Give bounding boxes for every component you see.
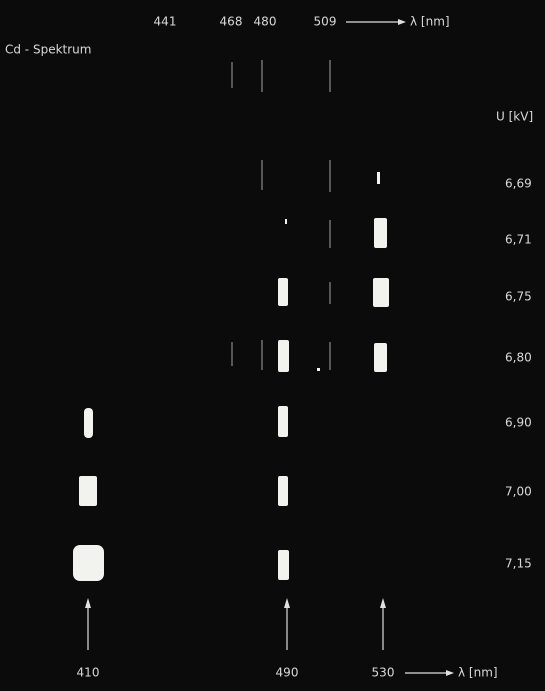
top-wavelength: 509 xyxy=(314,15,337,29)
voltage-value: 6,71 xyxy=(505,233,532,247)
top-wavelength: 441 xyxy=(154,15,177,29)
background xyxy=(0,0,545,691)
voltage-value: 6,80 xyxy=(505,351,532,365)
voltage-value: 6,69 xyxy=(505,177,532,191)
reference-label: Cd - Spektrum xyxy=(5,43,91,57)
voltage-value: 6,90 xyxy=(505,416,532,430)
spectrum-figure: 441 468 480 509 λ [nm] Cd - Spektrum U [… xyxy=(0,0,545,691)
bottom-wavelength: 530 xyxy=(372,666,395,680)
voltage-value: 6,75 xyxy=(505,290,532,304)
voltage-label: U [kV] xyxy=(496,110,533,124)
bottom-axis-label: λ [nm] xyxy=(458,666,498,680)
voltage-value: 7,00 xyxy=(505,485,532,499)
bottom-wavelength: 410 xyxy=(77,666,100,680)
top-wavelength: 480 xyxy=(254,15,277,29)
top-wavelength: 468 xyxy=(220,15,243,29)
voltage-value: 7,15 xyxy=(505,557,532,571)
bottom-wavelength: 490 xyxy=(276,666,299,680)
top-axis-label: λ [nm] xyxy=(410,15,450,29)
